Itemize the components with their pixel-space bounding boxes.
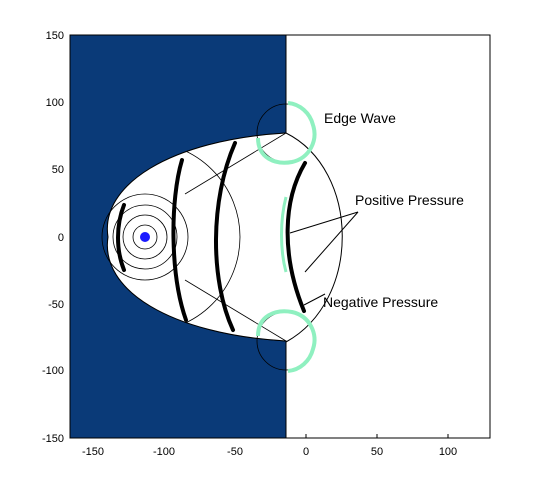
wavefront-3 bbox=[214, 141, 237, 332]
y-tick-label: 0 bbox=[58, 232, 64, 244]
x-tick-label: 0 bbox=[303, 446, 309, 458]
y-tick-label: 50 bbox=[52, 164, 64, 176]
edge-wave-top bbox=[256, 101, 317, 165]
parabolic-cavity bbox=[106, 132, 287, 342]
x-tick-label: -150 bbox=[82, 446, 104, 458]
x-tick-label: -50 bbox=[227, 446, 243, 458]
outer-wavefront-arc bbox=[285, 132, 343, 343]
ray-lines bbox=[184, 132, 287, 342]
wavefront-2 bbox=[171, 158, 188, 322]
source-dot bbox=[140, 232, 150, 242]
negative-pressure-label: Negative Pressure bbox=[323, 294, 438, 310]
x-tick-label: 100 bbox=[439, 446, 457, 458]
x-tick-label: -100 bbox=[153, 446, 175, 458]
y-tick-label: 100 bbox=[46, 97, 64, 109]
wavefront-1 bbox=[116, 203, 126, 272]
y-tick-label: -50 bbox=[48, 299, 64, 311]
y-tick-label: 150 bbox=[46, 30, 64, 42]
annotation-pointers bbox=[289, 211, 359, 306]
positive-pressure-label: Positive Pressure bbox=[355, 192, 464, 208]
wavefronts bbox=[116, 141, 237, 332]
transmitted-wave-green bbox=[280, 196, 288, 273]
y-tick-label: -150 bbox=[42, 433, 64, 445]
transmitted-wave-black bbox=[285, 161, 307, 313]
edge-wave-bottom bbox=[256, 309, 317, 373]
x-tick-label: 50 bbox=[371, 446, 383, 458]
edge-wave-label: Edge Wave bbox=[324, 110, 396, 126]
y-tick-label: -100 bbox=[42, 365, 64, 377]
